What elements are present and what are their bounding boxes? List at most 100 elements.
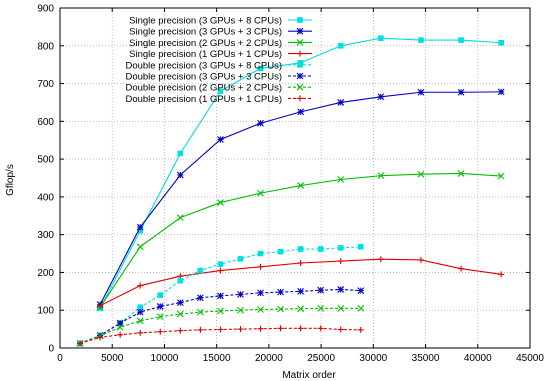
data-point: [176, 310, 184, 318]
data-point: [237, 306, 244, 314]
data-point: [137, 304, 144, 311]
y-tick-label: 800: [37, 41, 54, 52]
data-point: [257, 325, 264, 332]
marker-square: [237, 256, 244, 262]
marker-stroke: [196, 308, 204, 316]
marker-stroke: [176, 214, 184, 222]
data-point: [137, 329, 144, 336]
marker-stroke: [357, 287, 365, 294]
x-tick-label: 30000: [359, 353, 387, 364]
data-point: [97, 334, 104, 341]
data-point: [277, 305, 284, 313]
data-point: [498, 271, 505, 278]
marker-square: [317, 246, 324, 252]
legend-marker: [296, 39, 304, 46]
data-point: [156, 313, 164, 321]
legend-marker: [297, 50, 303, 57]
plot-frame: [59, 7, 531, 349]
marker-square: [458, 37, 464, 43]
legend-label: Double precision (1 GPUs + 1 CPUs): [125, 94, 282, 105]
series-line: [99, 172, 502, 308]
data-point: [217, 326, 224, 333]
data-point: [297, 246, 304, 252]
marker-square: [297, 246, 304, 252]
marker-stroke: [196, 294, 204, 302]
marker-stroke: [297, 182, 305, 189]
marker-stroke: [337, 176, 345, 183]
marker-stroke: [257, 119, 264, 127]
data-point: [417, 256, 424, 263]
legend: Single precision (3 GPUs + 8 CPUs)Single…: [125, 16, 312, 105]
legend-label: Single precision (3 GPUs + 3 CPUs): [129, 27, 282, 38]
data-point: [337, 42, 344, 49]
marker-stroke: [337, 304, 345, 312]
marker-square: [177, 277, 184, 284]
y-tick-label: 600: [37, 117, 54, 128]
marker-stroke: [277, 288, 284, 296]
marker-square: [157, 292, 164, 298]
legend-entry-1: Single precision (3 GPUs + 8 CPUs): [129, 16, 312, 27]
y-tick-label: 400: [37, 192, 54, 203]
series-2: [96, 88, 505, 308]
legend-entry-5: Double precision (3 GPUs + 8 CPUs): [125, 60, 312, 71]
marker-stroke: [136, 308, 144, 316]
data-point: [457, 88, 465, 96]
marker-stroke: [257, 189, 264, 197]
marker-stroke: [417, 170, 425, 178]
data-point: [377, 256, 384, 263]
data-point: [337, 176, 345, 183]
marker-stroke: [377, 172, 385, 180]
legend-label: Double precision (3 GPUs + 3 CPUs): [125, 72, 282, 83]
marker-stroke: [297, 287, 305, 295]
data-point: [176, 214, 184, 222]
data-point: [277, 248, 284, 255]
marker-stroke: [297, 305, 305, 313]
marker-stroke: [417, 88, 425, 96]
marker-stroke: [217, 199, 224, 206]
data-point: [297, 182, 305, 189]
data-point: [237, 290, 244, 298]
data-point: [217, 199, 224, 206]
y-tick-label: 900: [37, 4, 54, 15]
data-point: [116, 323, 124, 331]
series-line: [99, 258, 502, 307]
y-tick-label: 200: [37, 268, 54, 279]
data-point: [257, 250, 264, 257]
y-tick-label: 300: [37, 230, 54, 241]
data-point: [277, 288, 284, 296]
y-tick-label: 500: [37, 155, 54, 166]
marker-stroke: [136, 223, 144, 231]
data-point: [317, 325, 324, 332]
data-point: [157, 292, 164, 298]
data-point: [357, 243, 364, 250]
marker-stroke: [176, 310, 184, 318]
data-point: [497, 172, 505, 180]
legend-label: Single precision (3 GPUs + 8 CPUs): [129, 16, 282, 27]
data-point: [217, 307, 224, 315]
marker-stroke: [277, 305, 284, 313]
series-8: [77, 325, 364, 347]
legend-entry-8: Double precision (1 GPUs + 1 CPUs): [125, 94, 312, 105]
grid: [60, 8, 530, 348]
marker-stroke: [156, 313, 164, 321]
marker-square: [257, 250, 264, 257]
data-point: [176, 171, 184, 179]
data-point: [136, 243, 144, 251]
data-point: [317, 246, 324, 252]
data-point: [97, 302, 104, 309]
data-point: [377, 172, 385, 180]
marker-square: [177, 150, 184, 157]
legend-entry-3: Single precision (2 GPUs + 2 CPUs): [129, 38, 312, 49]
data-point: [337, 245, 344, 251]
legend-entry-6: Double precision (3 GPUs + 3 CPUs): [125, 72, 312, 83]
y-axis-title: Gflop/s: [5, 164, 16, 196]
marker-square: [277, 248, 284, 255]
data-point: [317, 286, 325, 294]
marker-square: [197, 267, 204, 274]
marker-stroke: [136, 243, 144, 251]
data-point: [177, 150, 184, 157]
marker-stroke: [217, 307, 224, 315]
marker-stroke: [337, 286, 345, 293]
axes: 0 5000 10000 15000 20000 25000 30000 35000 40000…: [37, 4, 544, 365]
